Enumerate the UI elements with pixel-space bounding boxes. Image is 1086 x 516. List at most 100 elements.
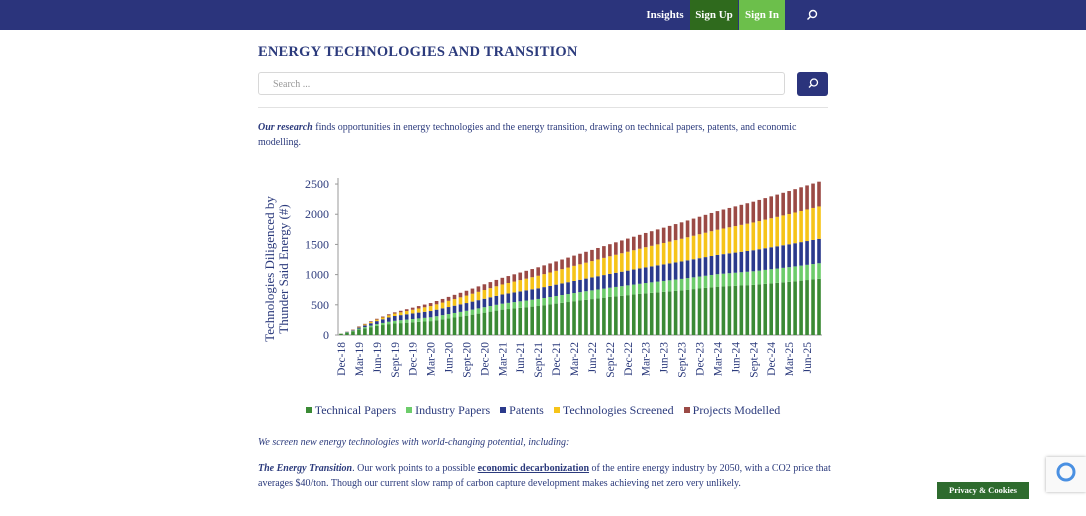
x-tick-label: Dec-24 [766, 342, 778, 376]
bar-segment [393, 316, 397, 321]
sign-up-button[interactable]: Sign Up [690, 0, 738, 30]
bar-segment [638, 235, 642, 249]
bar-segment [357, 329, 361, 330]
bar-segment [399, 311, 403, 313]
bar-segment [740, 225, 744, 252]
bar-segment [626, 252, 630, 271]
transition-paragraph: The Energy Transition. Our work points t… [258, 461, 833, 491]
x-tick-label: Jun-20 [444, 342, 456, 374]
bar-segment [375, 324, 379, 326]
bar-segment [435, 310, 439, 317]
bar-segment [405, 311, 409, 314]
bar-segment [775, 217, 779, 246]
bar-segment [477, 300, 481, 308]
bar-segment [704, 276, 708, 288]
bar-segment [518, 273, 522, 281]
bar-segment [710, 275, 714, 287]
bar-segment [459, 312, 463, 317]
bar-segment [447, 307, 451, 314]
bar-segment [495, 286, 499, 296]
bar-segment [799, 242, 803, 265]
bar-segment [566, 302, 570, 335]
bar-segment [787, 244, 791, 267]
bar-segment [518, 308, 522, 335]
bar-segment [716, 230, 720, 255]
x-tick-label: Mar-25 [784, 342, 796, 377]
nav-link[interactable]: Insights [640, 0, 690, 30]
bar-segment [793, 281, 797, 335]
bar-segment [817, 182, 821, 207]
bar-segment [668, 280, 672, 291]
x-tick-label: Dec-18 [336, 342, 348, 376]
bar-segment [441, 319, 445, 335]
bar-segment [751, 222, 755, 250]
y-tick-label: 2500 [305, 177, 329, 191]
bar-segment [596, 298, 600, 335]
bar-segment [441, 308, 445, 315]
bar-segment [740, 205, 744, 225]
x-tick-label: Mar-19 [354, 342, 366, 377]
bar-segment [554, 271, 558, 285]
bar-segment [704, 215, 708, 233]
search-button[interactable] [797, 72, 828, 96]
bar-segment [506, 309, 510, 335]
y-tick-label: 1500 [305, 237, 329, 251]
bar-segment [351, 331, 355, 335]
legend-swatch [500, 407, 506, 413]
bar-segment [734, 226, 738, 253]
bar-segment [512, 274, 516, 281]
bar-segment [578, 292, 582, 300]
text: finds opportunities in energy technologi… [258, 122, 796, 148]
bar-segment [746, 203, 750, 223]
bar-segment [381, 319, 385, 323]
bar-segment [429, 317, 433, 321]
bar-segment [441, 299, 445, 303]
bar-segment [423, 305, 427, 308]
x-tick-label: Jun-21 [515, 342, 527, 374]
bar-segment [405, 314, 409, 319]
bar-segment [339, 334, 343, 335]
bar-segment [787, 267, 791, 282]
bar-segment [369, 322, 373, 323]
bar-segment [572, 266, 576, 281]
bar-segment [644, 233, 648, 247]
bar-segment [620, 240, 624, 253]
bar-segment [596, 248, 600, 259]
bar-segment [728, 227, 732, 253]
bar-segment [763, 284, 767, 335]
bar-segment [746, 272, 750, 285]
bar-segment [572, 256, 576, 266]
bar-segment [363, 328, 367, 335]
privacy-button[interactable]: Privacy & Cookies Policy [937, 482, 1029, 499]
bar-segment [728, 273, 732, 286]
link[interactable]: economic decarbonization [478, 463, 589, 474]
bar-segment [465, 303, 469, 311]
bar-segment [734, 286, 738, 335]
bar-segment [471, 289, 475, 294]
bar-segment [578, 264, 582, 280]
bar-segment [626, 295, 630, 335]
x-tick-label: Sept-21 [533, 342, 545, 378]
legend-swatch [684, 407, 690, 413]
sign-in-button[interactable]: Sign In [739, 0, 785, 30]
bar-segment [578, 280, 582, 292]
bar-segment [620, 253, 624, 271]
bar-segment [417, 306, 421, 308]
x-tick-label: Dec-21 [551, 342, 563, 376]
bar-segment [614, 273, 618, 287]
bar-segment [722, 286, 726, 335]
x-tick-label: Jun-23 [659, 342, 671, 374]
search-input[interactable]: Search ... [258, 72, 785, 95]
bar-segment [441, 303, 445, 309]
bar-segment [530, 269, 534, 277]
bar-segment [650, 282, 654, 293]
bar-segment [542, 265, 546, 274]
bar-segment [716, 274, 720, 286]
x-tick-label: Mar-24 [712, 342, 724, 377]
bar-segment [465, 291, 469, 296]
search-icon[interactable] [806, 9, 818, 21]
x-tick-label: Mar-23 [641, 342, 653, 377]
bar-segment [817, 206, 821, 238]
bar-segment [692, 219, 696, 236]
bar-segment [548, 286, 552, 297]
